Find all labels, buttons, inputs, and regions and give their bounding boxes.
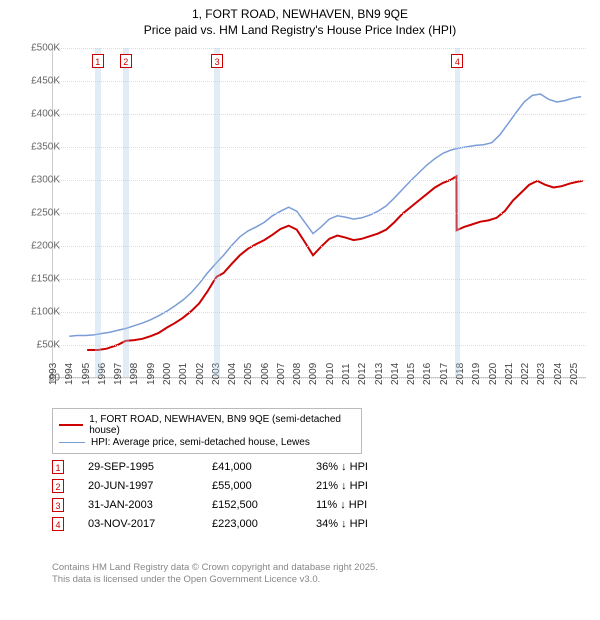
x-axis-label: 1995 bbox=[81, 381, 92, 385]
x-axis-label: 2004 bbox=[227, 381, 238, 385]
x-axis-label: 2011 bbox=[341, 381, 352, 385]
legend-swatch bbox=[59, 424, 83, 426]
series-hpi bbox=[69, 94, 581, 336]
transaction-row: 1 29-SEP-1995 £41,000 36% ↓ HPI bbox=[52, 460, 586, 474]
event-marker: 2 bbox=[120, 54, 132, 68]
footer-line2: This data is licensed under the Open Gov… bbox=[52, 574, 572, 586]
x-axis-label: 1997 bbox=[113, 381, 124, 385]
legend-label: HPI: Average price, semi-detached house,… bbox=[91, 437, 310, 448]
event-marker: 1 bbox=[92, 54, 104, 68]
x-axis-label: 1996 bbox=[97, 381, 108, 385]
transaction-date: 03-NOV-2017 bbox=[88, 518, 188, 530]
x-axis-label: 2006 bbox=[260, 381, 271, 385]
chart-title: 1, FORT ROAD, NEWHAVEN, BN9 9QE Price pa… bbox=[0, 0, 600, 38]
transaction-date: 31-JAN-2003 bbox=[88, 499, 188, 511]
x-axis-label: 2009 bbox=[308, 381, 319, 385]
gridline bbox=[53, 147, 586, 148]
x-axis-label: 2016 bbox=[422, 381, 433, 385]
x-axis-label: 2007 bbox=[276, 381, 287, 385]
event-band bbox=[123, 48, 129, 377]
x-axis-label: 2003 bbox=[211, 381, 222, 385]
x-axis-label: 2024 bbox=[553, 381, 564, 385]
x-axis-label: 2015 bbox=[406, 381, 417, 385]
event-marker: 3 bbox=[211, 54, 223, 68]
gridline bbox=[53, 48, 586, 49]
x-axis-label: 2005 bbox=[243, 381, 254, 385]
x-axis-label: 2017 bbox=[439, 381, 450, 385]
x-axis-label: 2014 bbox=[390, 381, 401, 385]
x-axis-label: 2022 bbox=[520, 381, 531, 385]
x-axis-label: 2008 bbox=[292, 381, 303, 385]
gridline bbox=[53, 114, 586, 115]
transaction-price: £152,500 bbox=[212, 499, 292, 511]
x-axis-label: 2021 bbox=[504, 381, 515, 385]
transaction-pct: 21% ↓ HPI bbox=[316, 480, 416, 492]
y-axis-label: £100K bbox=[31, 307, 60, 318]
transaction-price: £41,000 bbox=[212, 461, 292, 473]
x-axis-label: 2013 bbox=[374, 381, 385, 385]
event-band bbox=[214, 48, 220, 377]
legend-item: HPI: Average price, semi-detached house,… bbox=[59, 437, 355, 448]
footer-line1: Contains HM Land Registry data © Crown c… bbox=[52, 562, 572, 574]
y-axis-label: £0 bbox=[49, 373, 60, 384]
y-axis-label: £250K bbox=[31, 208, 60, 219]
x-axis-label: 2018 bbox=[455, 381, 466, 385]
x-axis-label: 1999 bbox=[146, 381, 157, 385]
x-axis-label: 2012 bbox=[357, 381, 368, 385]
transaction-row: 3 31-JAN-2003 £152,500 11% ↓ HPI bbox=[52, 498, 586, 512]
legend-swatch bbox=[59, 442, 85, 443]
transaction-row: 2 20-JUN-1997 £55,000 21% ↓ HPI bbox=[52, 479, 586, 493]
gridline bbox=[53, 213, 586, 214]
legend-label: 1, FORT ROAD, NEWHAVEN, BN9 9QE (semi-de… bbox=[89, 414, 355, 436]
y-axis-label: £200K bbox=[31, 241, 60, 252]
x-axis-label: 2020 bbox=[488, 381, 499, 385]
transaction-row: 4 03-NOV-2017 £223,000 34% ↓ HPI bbox=[52, 517, 586, 531]
x-axis-label: 2000 bbox=[162, 381, 173, 385]
title-line2: Price paid vs. HM Land Registry's House … bbox=[0, 22, 600, 38]
x-axis-label: 2001 bbox=[178, 381, 189, 385]
gridline bbox=[53, 180, 586, 181]
transaction-marker: 4 bbox=[52, 517, 64, 531]
transaction-price: £223,000 bbox=[212, 518, 292, 530]
event-band bbox=[95, 48, 101, 377]
title-line1: 1, FORT ROAD, NEWHAVEN, BN9 9QE bbox=[0, 6, 600, 22]
footer-attribution: Contains HM Land Registry data © Crown c… bbox=[52, 562, 572, 587]
y-axis-label: £500K bbox=[31, 43, 60, 54]
transaction-marker: 2 bbox=[52, 479, 64, 493]
event-marker: 4 bbox=[451, 54, 463, 68]
y-axis-label: £450K bbox=[31, 76, 60, 87]
x-axis-label: 2019 bbox=[471, 381, 482, 385]
x-axis-label: 2010 bbox=[325, 381, 336, 385]
x-axis-label: 1998 bbox=[129, 381, 140, 385]
legend: 1, FORT ROAD, NEWHAVEN, BN9 9QE (semi-de… bbox=[52, 408, 362, 454]
gridline bbox=[53, 312, 586, 313]
transaction-date: 29-SEP-1995 bbox=[88, 461, 188, 473]
transaction-pct: 11% ↓ HPI bbox=[316, 499, 416, 511]
x-axis-label: 2025 bbox=[569, 381, 580, 385]
y-axis-label: £300K bbox=[31, 175, 60, 186]
event-band bbox=[455, 48, 461, 377]
y-axis-label: £150K bbox=[31, 274, 60, 285]
legend-item: 1, FORT ROAD, NEWHAVEN, BN9 9QE (semi-de… bbox=[59, 414, 355, 436]
y-axis-label: £400K bbox=[31, 109, 60, 120]
gridline bbox=[53, 246, 586, 247]
transaction-pct: 36% ↓ HPI bbox=[316, 461, 416, 473]
transaction-marker: 3 bbox=[52, 498, 64, 512]
y-axis-label: £50K bbox=[37, 340, 60, 351]
transaction-table: 1 29-SEP-1995 £41,000 36% ↓ HPI 2 20-JUN-1997… bbox=[52, 455, 586, 536]
transaction-price: £55,000 bbox=[212, 480, 292, 492]
y-axis-label: £350K bbox=[31, 142, 60, 153]
series-price_paid bbox=[87, 176, 583, 350]
chart-plot-area: 1993199419951996199719981999200020012002… bbox=[52, 48, 586, 378]
gridline bbox=[53, 279, 586, 280]
gridline bbox=[53, 81, 586, 82]
transaction-date: 20-JUN-1997 bbox=[88, 480, 188, 492]
gridline bbox=[53, 345, 586, 346]
x-axis-label: 2002 bbox=[195, 381, 206, 385]
transaction-marker: 1 bbox=[52, 460, 64, 474]
transaction-pct: 34% ↓ HPI bbox=[316, 518, 416, 530]
x-axis-label: 1994 bbox=[64, 381, 75, 385]
x-axis-label: 2023 bbox=[536, 381, 547, 385]
